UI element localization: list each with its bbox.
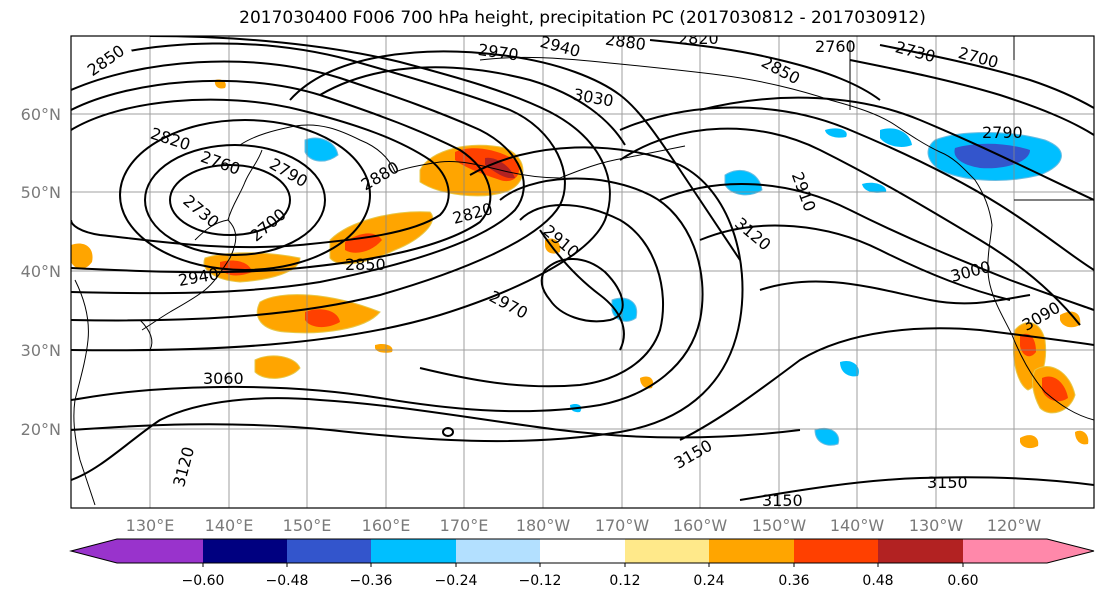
colorbar-label: 0.36 [778,573,809,589]
lon-tick: 170°E [440,516,489,535]
colorbar-label: −0.36 [350,573,393,589]
colorbar-segment [117,539,203,563]
lon-tick: 150°W [752,516,807,535]
colorbar-label: 0.24 [693,573,724,589]
colorbar-segment [540,539,625,563]
contour-label: 2760 [815,37,856,56]
lon-tick: 130°E [126,516,175,535]
colorbar-outline [69,538,1095,564]
lat-tick: 30°N [21,341,61,360]
colorbar-label: −0.60 [182,573,225,589]
colorbar-label: −0.12 [519,573,562,589]
height-contours [71,36,1094,501]
lon-tick: 150°E [283,516,332,535]
colorbar-segment [371,539,456,563]
colorbar-segment [794,539,878,563]
colorbar-segment [709,539,794,563]
contour-label: 3060 [203,369,244,388]
map-title: 2017030400 F006 700 hPa height, precipit… [239,8,926,28]
lon-tick: 160°E [362,516,411,535]
longitude-axis: 130°E 140°E 150°E 160°E 170°E 180°W 170°… [126,516,1042,535]
map-border [70,35,1095,509]
colorbar-segment [287,539,371,563]
lat-tick: 20°N [21,420,61,439]
colorbar-extend-high [1047,539,1094,563]
colorbar-extend-low [71,539,117,563]
latitude-axis: 60°N 50°N 40°N 30°N 20°N [21,105,61,439]
lat-tick: 60°N [21,105,61,124]
colorbar-segment [456,539,540,563]
lon-tick: 180°W [516,516,571,535]
contour-label: 3150 [927,473,968,492]
contour-label: 2820 [678,29,719,48]
lon-tick: 140°W [830,516,885,535]
colorbar-label: 0.48 [862,573,893,589]
contour-label: 3150 [762,491,803,510]
colorbar-segment [625,539,709,563]
lon-tick: 120°W [987,516,1042,535]
colorbar-segment [963,539,1047,563]
contour-label: 2880 [604,30,647,54]
lon-tick: 160°W [673,516,728,535]
lat-tick: 40°N [21,262,61,281]
lon-tick: 140°E [205,516,254,535]
contour-label: 2850 [345,255,386,274]
lon-tick: 170°W [595,516,650,535]
colorbar-label: −0.24 [435,573,478,589]
colorbar-segment [878,539,963,563]
colorbar-segment [203,539,287,563]
colorbar-label: 0.60 [947,573,978,589]
colorbar-label: −0.48 [266,573,309,589]
colorbar: −0.60 −0.48 −0.36 −0.24 −0.12 0.12 0.24 … [69,538,1095,589]
lon-tick: 130°W [909,516,964,535]
colorbar-label: 0.12 [609,573,640,589]
contour-label: 2790 [982,123,1023,142]
lat-tick: 50°N [21,183,61,202]
